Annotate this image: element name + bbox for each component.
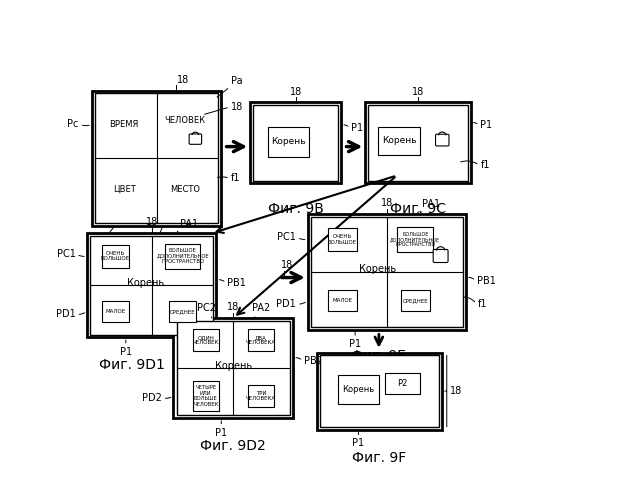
Bar	[338, 375, 379, 404]
FancyBboxPatch shape	[433, 250, 448, 262]
Bar	[368, 104, 468, 181]
Text: ДВА
ЧЕЛОВЕКА: ДВА ЧЕЛОВЕКА	[246, 335, 276, 345]
Bar	[378, 126, 420, 155]
Text: МЕСТО: МЕСТО	[170, 184, 200, 194]
Text: МАЛОЕ: МАЛОЕ	[105, 308, 126, 314]
Text: 18: 18	[381, 198, 393, 208]
Bar	[320, 355, 439, 428]
Text: PA2: PA2	[252, 304, 270, 314]
Bar	[365, 102, 470, 183]
Bar	[250, 102, 341, 183]
Text: f1: f1	[477, 299, 487, 309]
Bar	[397, 226, 433, 252]
Text: СРЕДНЕЕ: СРЕДНЕЕ	[402, 298, 428, 303]
Text: Фиг. 9А: Фиг. 9А	[135, 245, 191, 259]
Text: Фиг. 9D1: Фиг. 9D1	[100, 358, 165, 372]
Bar	[87, 233, 217, 337]
Text: PD1: PD1	[56, 310, 76, 320]
Bar	[169, 301, 196, 322]
Text: СРЕДНЕЕ: СРЕДНЕЕ	[170, 308, 196, 314]
Bar	[193, 329, 219, 351]
Bar	[384, 373, 420, 394]
Text: P1: P1	[352, 438, 365, 448]
Text: PA1: PA1	[180, 218, 198, 228]
Text: ЦВЕТ: ЦВЕТ	[113, 184, 136, 194]
Text: МАЛОЕ: МАЛОЕ	[332, 298, 353, 303]
Text: ЧЕЛОВЕК: ЧЕЛОВЕК	[165, 116, 206, 125]
Text: f1: f1	[480, 160, 490, 170]
Text: PB2: PB2	[304, 356, 322, 366]
FancyBboxPatch shape	[189, 134, 202, 144]
Bar	[102, 301, 129, 322]
Bar	[401, 290, 430, 311]
Text: Корень: Корень	[359, 264, 396, 274]
Text: ВРЕМЯ: ВРЕМЯ	[110, 120, 139, 129]
Text: Фиг. 9C: Фиг. 9C	[390, 202, 446, 216]
Text: Pd: Pd	[102, 236, 113, 246]
Text: ТРИ
ЧЕЛОВЕКА: ТРИ ЧЕЛОВЕКА	[246, 391, 276, 401]
Text: Корень: Корень	[215, 361, 252, 371]
Bar	[311, 216, 462, 327]
Bar	[248, 329, 274, 351]
Text: PD1: PD1	[276, 299, 296, 309]
Text: Фиг. 9B: Фиг. 9B	[267, 202, 324, 216]
Text: P1: P1	[349, 339, 361, 349]
Text: 18: 18	[281, 260, 293, 270]
Bar	[318, 352, 442, 430]
Text: Фиг. 9E: Фиг. 9E	[352, 349, 407, 363]
Text: ОЧЕНЬ
БОЛЬШОЕ: ОЧЕНЬ БОЛЬШОЕ	[328, 234, 357, 244]
Text: P1: P1	[215, 428, 227, 438]
Text: PC1: PC1	[56, 249, 76, 259]
Text: ЧЕТЫРЕ
ИЛИ
БОЛЬШЕ
ЧЕЛОВЕК: ЧЕТЫРЕ ИЛИ БОЛЬШЕ ЧЕЛОВЕК	[193, 386, 219, 406]
Text: PD2: PD2	[142, 393, 162, 403]
Text: 18: 18	[412, 86, 424, 97]
Text: 18: 18	[290, 86, 302, 97]
Text: PA1: PA1	[422, 200, 439, 209]
Bar	[253, 104, 339, 181]
Text: Фиг. 9D2: Фиг. 9D2	[201, 439, 266, 453]
Text: 18: 18	[177, 74, 189, 85]
Text: P1: P1	[480, 120, 493, 130]
Bar	[92, 91, 222, 226]
Text: PC1: PC1	[277, 232, 296, 242]
Text: Pc: Pc	[67, 120, 79, 130]
Bar	[173, 318, 293, 418]
Text: Корень: Корень	[127, 278, 164, 288]
Text: PB1: PB1	[227, 278, 246, 288]
Text: PB1: PB1	[477, 276, 495, 286]
Text: Pb: Pb	[153, 236, 165, 246]
Text: 18: 18	[145, 218, 158, 228]
Bar	[308, 214, 466, 330]
Bar	[328, 228, 357, 251]
Text: Корень: Корень	[342, 385, 374, 394]
Bar	[102, 244, 129, 268]
Text: ОЧЕНЬ
БОЛЬШОЕ: ОЧЕНЬ БОЛЬШОЕ	[101, 251, 130, 262]
Bar	[165, 244, 201, 268]
Text: P1: P1	[351, 123, 363, 133]
Bar	[268, 126, 310, 158]
Text: P1: P1	[119, 347, 132, 357]
Bar	[90, 236, 213, 334]
Text: Корень: Корень	[382, 136, 417, 145]
Text: БОЛЬШОЕ
ДОПОЛНИТЕЛЬНОЕ
ПРОСТРАНСТВО: БОЛЬШОЕ ДОПОЛНИТЕЛЬНОЕ ПРОСТРАНСТВО	[157, 248, 209, 264]
Text: 18: 18	[231, 102, 243, 112]
Bar	[176, 320, 290, 416]
Text: Фиг. 9F: Фиг. 9F	[352, 451, 407, 465]
Bar	[95, 94, 218, 223]
Text: PC2: PC2	[197, 304, 217, 314]
Text: f1: f1	[231, 174, 240, 184]
Text: 18: 18	[227, 302, 240, 312]
Text: ОДИН
ЧЕЛОВЕК: ОДИН ЧЕЛОВЕК	[193, 335, 219, 345]
Text: БОЛЬШОЕ
ДОПОЛНИТЕЛЬНОЕ
ПРОСТРАНСТВО: БОЛЬШОЕ ДОПОЛНИТЕЛЬНОЕ ПРОСТРАНСТВО	[390, 232, 440, 248]
Text: 18: 18	[450, 386, 462, 396]
Bar	[328, 290, 357, 311]
Text: P2: P2	[397, 379, 407, 388]
FancyBboxPatch shape	[436, 134, 449, 146]
Bar	[248, 385, 274, 407]
Bar	[193, 380, 219, 412]
Text: Корень: Корень	[272, 138, 306, 146]
Text: Pa: Pa	[231, 76, 243, 86]
